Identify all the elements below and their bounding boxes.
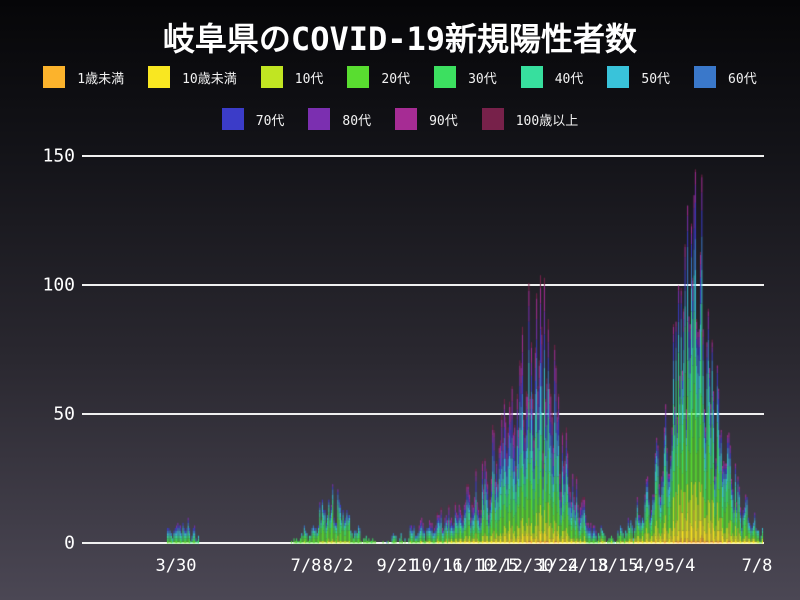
x-tick-label: 11/10 xyxy=(442,556,494,576)
x-tick-label: 3/30 xyxy=(155,556,197,576)
x-tick-label: 8/2 xyxy=(322,556,354,576)
x-tick-label: 12/30 xyxy=(502,556,554,576)
x-tick-label: 9/21 xyxy=(376,556,418,576)
y-tick-label: 150 xyxy=(42,145,75,167)
y-tick-label: 100 xyxy=(42,274,75,296)
x-tick-label: 5/4 xyxy=(664,556,696,576)
x-tick-label: 12/5 xyxy=(477,556,519,576)
x-tick-label: 2/18 xyxy=(567,556,609,576)
x-tick-label: 1/24 xyxy=(537,556,579,576)
x-tick-label: 7/8 xyxy=(290,556,322,576)
y-tick-label: 50 xyxy=(53,403,75,425)
x-tick-label: 10/16 xyxy=(411,556,463,576)
x-tick-label: 4/9 xyxy=(633,556,665,576)
x-tick-label: 3/15 xyxy=(597,556,639,576)
x-tick-label: 7/8 xyxy=(741,556,773,576)
y-tick-label: 0 xyxy=(64,532,75,554)
